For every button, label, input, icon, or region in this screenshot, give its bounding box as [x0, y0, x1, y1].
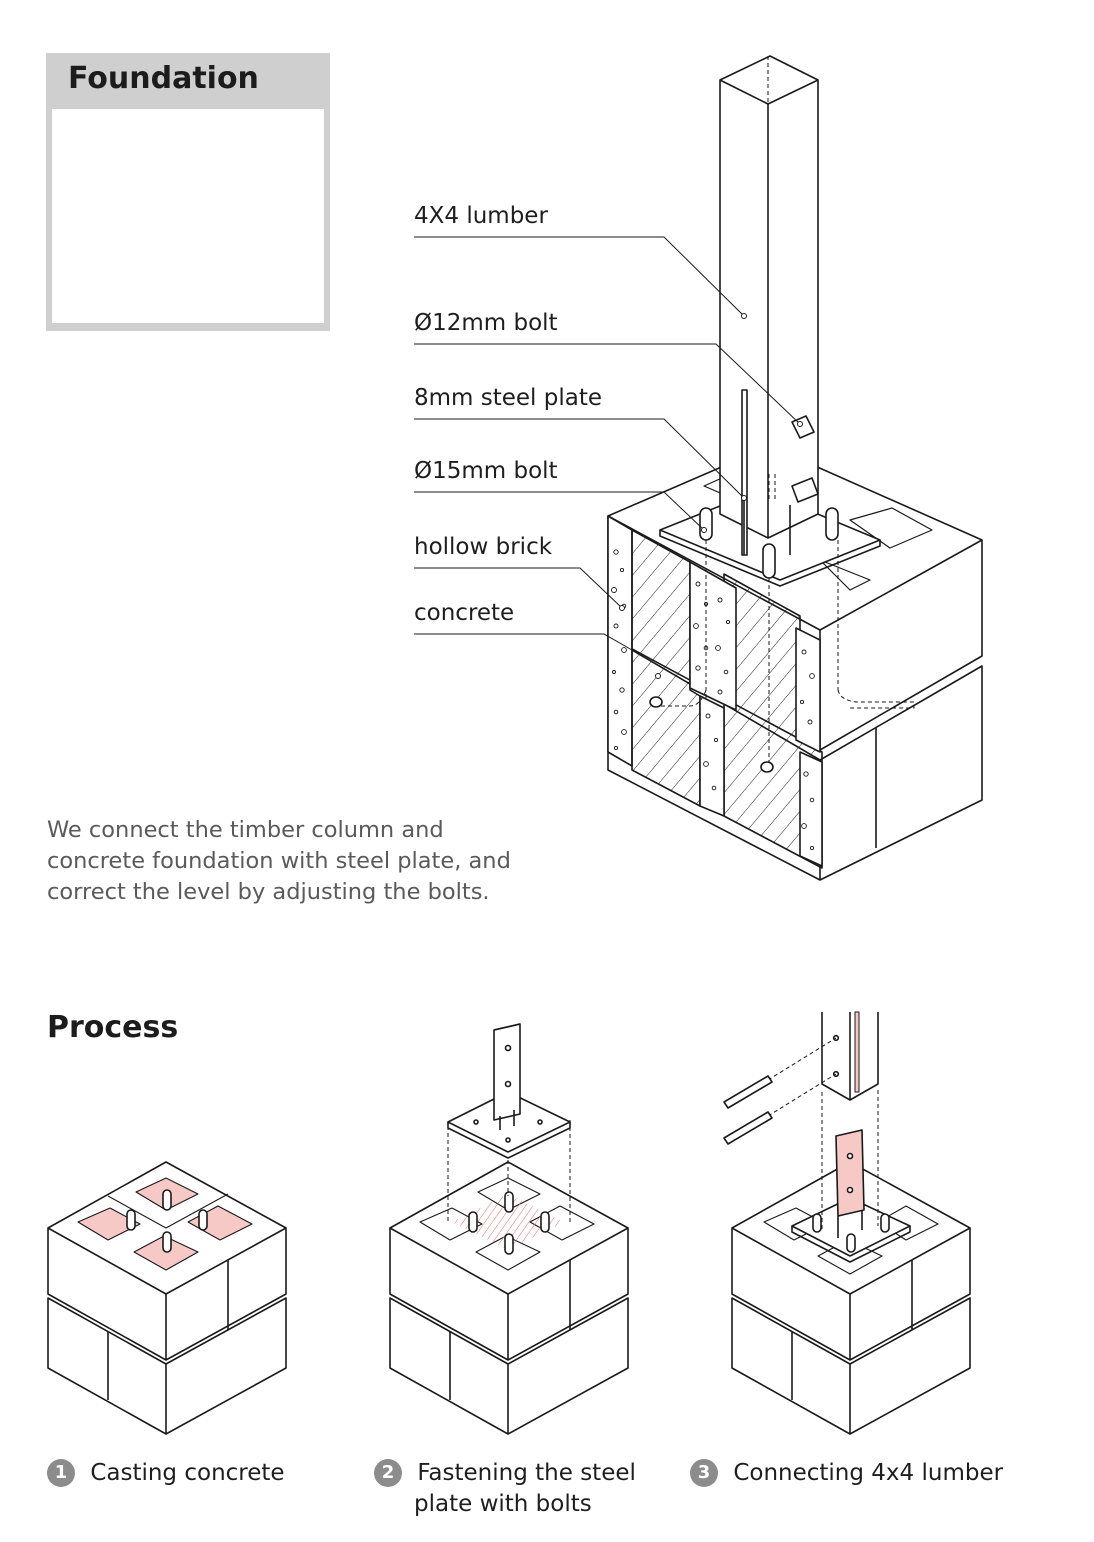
- process-step-2: 2 Fastening the steel plate with bolts: [374, 1458, 636, 1520]
- process-step-1-drawing: [48, 1162, 286, 1434]
- description-line: We connect the timber column and: [47, 815, 567, 846]
- callout-steel-plate: 8mm steel plate: [414, 385, 602, 411]
- description-line: correct the level by adjusting the bolts…: [47, 877, 567, 908]
- callout-hollow-brick: hollow brick: [414, 534, 552, 560]
- step-label: Fastening the steel: [417, 1460, 636, 1486]
- callout-15mm-bolt: Ø15mm bolt: [414, 458, 558, 484]
- process-step-3-drawing: [724, 1012, 970, 1434]
- step-number-badge: 3: [690, 1459, 718, 1487]
- foundation-panel: Foundation: [46, 53, 330, 331]
- process-step-3: 3 Connecting 4x4 lumber: [690, 1458, 1003, 1489]
- callout-4x4-lumber: 4X4 lumber: [414, 203, 548, 229]
- callout-concrete: concrete: [414, 600, 514, 626]
- description: We connect the timber column and concret…: [47, 815, 567, 908]
- step-number-badge: 1: [47, 1459, 75, 1487]
- foundation-detail: [608, 56, 982, 880]
- foundation-title: Foundation: [68, 61, 259, 96]
- process-step-1: 1 Casting concrete: [47, 1458, 285, 1489]
- step-number-badge: 2: [374, 1459, 402, 1487]
- description-line: concrete foundation with steel plate, an…: [47, 846, 567, 877]
- callout-12mm-bolt: Ø12mm bolt: [414, 310, 558, 336]
- step-label-line-2: plate with bolts: [414, 1489, 636, 1520]
- step-label: Casting concrete: [90, 1460, 284, 1486]
- process-step-2-drawing: [390, 1024, 628, 1434]
- process-title: Process: [47, 1010, 178, 1045]
- step-label: Connecting 4x4 lumber: [733, 1460, 1003, 1486]
- foundation-thumbnail-frame: [52, 109, 324, 323]
